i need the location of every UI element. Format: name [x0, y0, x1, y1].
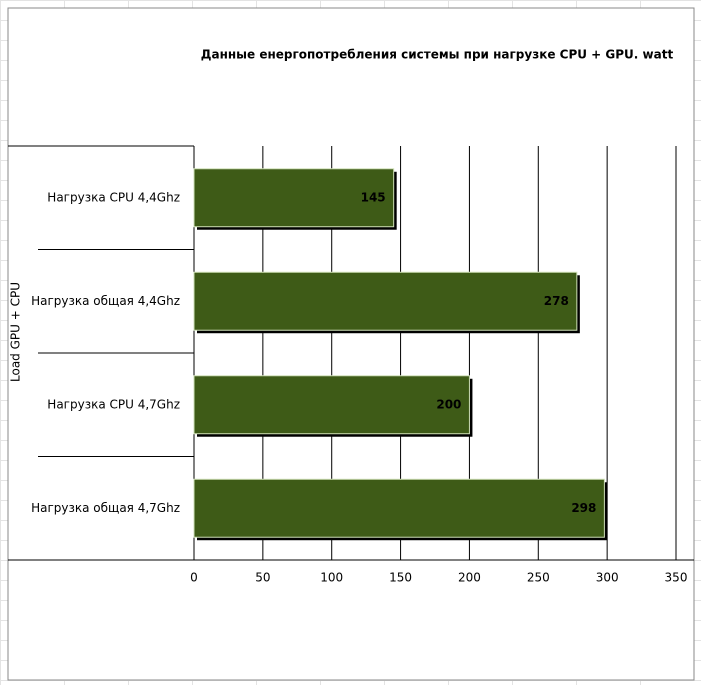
- x-tick-label: 100: [320, 571, 343, 585]
- chart-title: Данные енергопотребления системы при наг…: [201, 48, 674, 62]
- x-tick-label: 0: [190, 571, 198, 585]
- y-tick-label: Нагрузка CPU 4,4Ghz: [47, 190, 180, 204]
- bar: [193, 375, 470, 435]
- bar: [193, 478, 605, 538]
- x-tick-label: 50: [255, 571, 270, 585]
- y-axis-label: Load GPU + CPU: [9, 282, 23, 382]
- x-tick-label: 150: [389, 571, 412, 585]
- data-label: 200: [436, 397, 461, 411]
- data-label: 278: [544, 294, 569, 308]
- data-label: 298: [571, 501, 596, 515]
- y-tick-label: Нагрузка CPU 4,7Ghz: [47, 397, 180, 411]
- x-tick-label: 350: [665, 571, 688, 585]
- data-label: 145: [361, 190, 386, 204]
- x-tick-label: 200: [458, 571, 481, 585]
- x-tick-label: 250: [527, 571, 550, 585]
- chart-area: [7, 7, 695, 681]
- y-tick-label: Нагрузка общая 4,7Ghz: [31, 501, 180, 515]
- bar: [193, 271, 578, 331]
- bar: [193, 168, 395, 228]
- y-tick-label: Нагрузка общая 4,4Ghz: [31, 294, 180, 308]
- x-tick-label: 300: [596, 571, 619, 585]
